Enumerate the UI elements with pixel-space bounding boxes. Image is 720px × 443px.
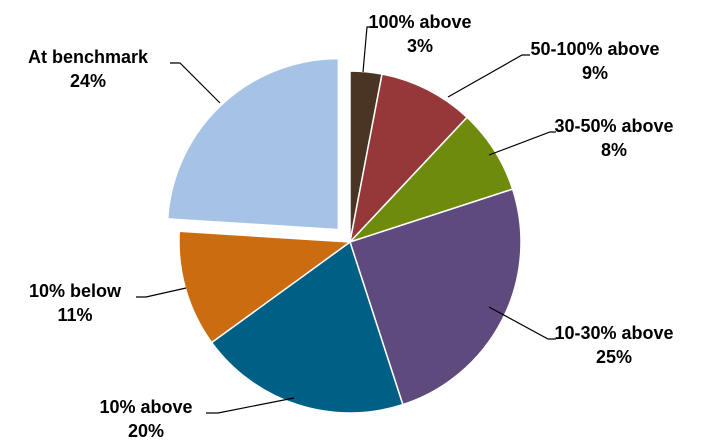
slice-category-label: 30-50% above — [554, 116, 673, 136]
leader-line — [488, 306, 556, 340]
slice-value-label: 9% — [582, 63, 608, 83]
slice-value-label: 8% — [601, 140, 627, 160]
slice-value-label: 24% — [70, 71, 106, 91]
slice-category-label: At benchmark — [28, 47, 149, 67]
leader-line — [206, 397, 295, 414]
slice-value-label: 25% — [596, 347, 632, 367]
leader-lines — [136, 26, 556, 414]
slice-category-label: 10-30% above — [554, 323, 673, 343]
pie-slice-10-30-above — [349, 188, 522, 406]
slice-value-label: 11% — [57, 305, 92, 325]
slice-labels: 100% above 3% 50-100% above 9% 30-50% above 8… — [28, 12, 674, 441]
pie-slice-50-100-above — [348, 73, 469, 245]
leader-line — [362, 26, 378, 73]
leader-line — [136, 287, 187, 298]
slice-value-label: 3% — [407, 36, 433, 56]
leader-line — [447, 54, 530, 98]
leader-line — [488, 131, 556, 156]
pie-slice-10-below — [178, 230, 353, 344]
pie-slice-10-above — [210, 240, 404, 414]
leader-line — [170, 62, 221, 104]
slice-category-label: 50-100% above — [530, 39, 659, 59]
slice-category-label: 10% above — [99, 397, 192, 417]
slice-value-label: 20% — [128, 421, 164, 441]
slice-category-label: 100% above — [368, 12, 471, 32]
slice-category-label: 10% below — [29, 281, 122, 301]
pie-slice-at-benchmark — [166, 57, 340, 231]
pie-slices — [166, 57, 522, 414]
